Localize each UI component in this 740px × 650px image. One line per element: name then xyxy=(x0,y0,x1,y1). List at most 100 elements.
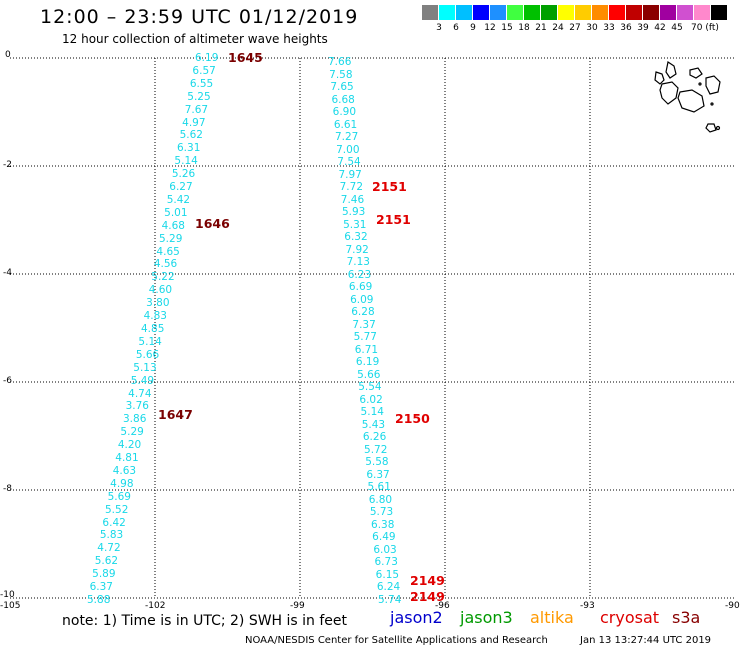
swh-value-right: 6.15 xyxy=(375,568,400,581)
swh-value-left: 5.66 xyxy=(135,348,160,361)
footer-credit: NOAA/NESDIS Center for Satellite Applica… xyxy=(245,635,548,646)
colorbar-swatch xyxy=(592,5,608,20)
swh-value-right: 6.61 xyxy=(333,118,358,131)
colorbar-swatch xyxy=(711,5,727,20)
swh-value-right: 6.80 xyxy=(368,493,393,506)
swh-value-right: 6.71 xyxy=(354,343,379,356)
pass-time-label: 1647 xyxy=(158,407,193,422)
latitude-tick-label: -6 xyxy=(3,376,12,386)
colorbar-swatch xyxy=(541,5,557,20)
note-text: note: 1) Time is in UTC; 2) SWH is in fe… xyxy=(62,613,348,629)
colorbar-swatch xyxy=(439,5,455,20)
latitude-tick-label: -8 xyxy=(3,484,12,494)
swh-value-right: 7.92 xyxy=(345,243,369,256)
swh-value-right: 5.77 xyxy=(353,331,377,344)
swh-value-right: 5.54 xyxy=(358,381,382,394)
swh-value-right: 7.72 xyxy=(339,181,364,194)
swh-value-left: 5.13 xyxy=(133,361,157,374)
swh-value-left: 5.52 xyxy=(105,503,129,516)
swh-value-right: 6.49 xyxy=(372,531,396,544)
swh-value-right: 5.66 xyxy=(357,368,381,381)
swh-value-left: 5.26 xyxy=(171,168,196,181)
colorbar-swatch xyxy=(609,5,625,20)
satellite-s3a: s3a xyxy=(672,608,701,627)
pass-time-label: 1646 xyxy=(195,216,230,231)
longitude-tick-label: -105 xyxy=(0,601,21,611)
colorbar-swatch xyxy=(694,5,710,20)
swh-value-right: 6.38 xyxy=(371,518,395,531)
swh-value-right: 6.28 xyxy=(351,306,375,319)
swh-value-left: 5.83 xyxy=(99,529,124,542)
swh-value-left: 5.22 xyxy=(151,271,175,284)
swh-value-left: 5.01 xyxy=(164,206,188,219)
swh-value-right: 5.72 xyxy=(364,443,388,456)
swh-value-left: 4.74 xyxy=(128,387,152,400)
colorbar-swatch xyxy=(456,5,472,20)
colorbar-label: 24 xyxy=(552,23,564,33)
swh-value-left: 4.81 xyxy=(115,452,139,465)
longitude-tick-label: -102 xyxy=(145,601,166,611)
swh-value-left: 6.37 xyxy=(89,581,113,594)
longitude-tick-label: -90 xyxy=(725,601,740,611)
swh-value-left: 4.20 xyxy=(117,439,142,452)
swh-value-left: 6.57 xyxy=(192,64,216,77)
longitude-tick-label: -96 xyxy=(435,601,450,611)
swh-value-left: 5.89 xyxy=(92,568,116,581)
swh-value-right: 5.31 xyxy=(343,218,367,231)
latitude-tick-label: -4 xyxy=(3,268,12,278)
colorbar-label: 12 xyxy=(484,23,496,33)
swh-value-left: 5.69 xyxy=(107,490,131,503)
swh-value-left: 3.86 xyxy=(123,413,147,426)
swh-value-left: 4.56 xyxy=(153,258,178,271)
colorbar-label: 39 xyxy=(637,23,649,33)
swh-value-right: 6.69 xyxy=(348,281,373,294)
swh-value-left: 7.67 xyxy=(184,103,209,116)
swh-value-left: 3.76 xyxy=(125,400,149,413)
pass-time-label: 2151 xyxy=(372,179,407,194)
swh-value-right: 6.03 xyxy=(373,543,397,556)
swh-value-right: 6.26 xyxy=(362,431,387,444)
swh-value-left: 4.98 xyxy=(110,477,134,490)
swh-value-left: 4.97 xyxy=(182,116,206,129)
swh-value-left: 5.29 xyxy=(159,232,183,245)
pass-time-label: 1645 xyxy=(228,50,263,65)
satellite-jason3: jason3 xyxy=(460,608,513,627)
swh-value-right: 5.58 xyxy=(365,456,389,469)
satellite-altika: altika xyxy=(530,608,574,627)
longitude-tick-label: -99 xyxy=(290,601,305,611)
longitude-tick-label: -93 xyxy=(580,601,595,611)
colorbar-label: 21 xyxy=(535,23,547,33)
swh-value-right: 5.93 xyxy=(341,206,366,219)
colorbar-swatch xyxy=(660,5,676,20)
colorbar-swatch xyxy=(524,5,540,20)
swh-value-right: 7.65 xyxy=(330,81,354,94)
colorbar-swatch xyxy=(643,5,659,20)
colorbar-label: 33 xyxy=(603,23,615,33)
pass-time-label: 2150 xyxy=(395,411,430,426)
colorbar-swatch xyxy=(473,5,489,20)
colorbar-label: 3 xyxy=(436,23,442,33)
swh-value-left: 5.88 xyxy=(87,594,111,606)
colorbar-label: 45 xyxy=(671,23,683,33)
swh-value-right: 6.73 xyxy=(374,556,398,569)
swh-value-left: 5.25 xyxy=(187,90,211,103)
coastline-galapagos xyxy=(654,61,721,133)
swh-value-right: 5.74 xyxy=(378,594,402,606)
swh-value-left: 4.65 xyxy=(156,245,180,258)
swh-value-right: 6.24 xyxy=(376,581,401,594)
swh-value-left: 4.63 xyxy=(112,464,137,477)
colorbar-label: 9 xyxy=(470,23,476,33)
swh-value-left: 4.68 xyxy=(161,219,185,232)
latitude-tick-label: -10 xyxy=(0,590,15,600)
swh-value-left: 6.42 xyxy=(102,516,126,529)
pass-time-label: 2151 xyxy=(376,212,411,227)
colorbar-swatch xyxy=(575,5,591,20)
colorbar-label: 18 xyxy=(518,23,530,33)
colorbar-label: 70 (ft) xyxy=(691,23,719,33)
swh-value-left: 6.31 xyxy=(177,142,201,155)
colorbar-label: 36 xyxy=(620,23,632,33)
swh-value-right: 7.58 xyxy=(329,68,353,81)
swh-value-right: 6.02 xyxy=(359,393,383,406)
colorbar-label: 42 xyxy=(654,23,666,33)
